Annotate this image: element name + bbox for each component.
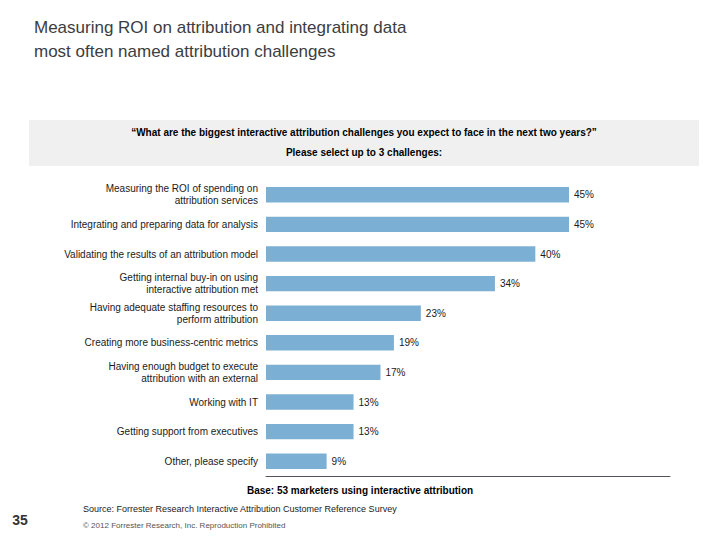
svg-text:45%: 45% xyxy=(574,219,594,230)
svg-text:Creating more business-centric: Creating more business-centric metrics xyxy=(85,337,258,348)
svg-text:35: 35 xyxy=(12,512,28,528)
svg-text:Integrating and preparing data: Integrating and preparing data for analy… xyxy=(71,219,258,230)
svg-text:perform attribution: perform attribution xyxy=(177,314,258,325)
svg-text:attribution with an external: attribution with an external xyxy=(141,373,258,384)
svg-text:Having adequate staffing resou: Having adequate staffing resources to xyxy=(90,302,259,313)
svg-text:Measuring ROI on attribution a: Measuring ROI on attribution and integra… xyxy=(34,18,407,37)
svg-text:Measuring the ROI of spending: Measuring the ROI of spending on xyxy=(106,183,258,194)
svg-text:Please select up to 3 challeng: Please select up to 3 challenges: xyxy=(286,147,442,158)
svg-text:13%: 13% xyxy=(359,426,379,437)
svg-text:Having enough budget to execut: Having enough budget to execute xyxy=(108,361,258,372)
svg-text:attribution services: attribution services xyxy=(175,195,258,206)
svg-text:© 2012 Forrester Research, Inc: © 2012 Forrester Research, Inc. Reproduc… xyxy=(83,521,285,530)
svg-text:Base: 53 marketers using inter: Base: 53 marketers using interactive att… xyxy=(247,485,473,496)
svg-text:interactive attribution met: interactive attribution met xyxy=(146,284,258,295)
svg-text:40%: 40% xyxy=(540,249,560,260)
svg-text:Getting internal buy-in on usi: Getting internal buy-in on using xyxy=(120,272,258,283)
svg-text:17%: 17% xyxy=(385,367,405,378)
svg-text:Source: Forrester Research Int: Source: Forrester Research Interactive A… xyxy=(83,504,397,514)
svg-text:Working with IT: Working with IT xyxy=(189,397,258,408)
svg-text:45%: 45% xyxy=(574,189,594,200)
svg-text:19%: 19% xyxy=(399,337,419,348)
svg-text:“What are the biggest interact: “What are the biggest interactive attrib… xyxy=(131,127,597,138)
svg-text:34%: 34% xyxy=(500,278,520,289)
svg-text:13%: 13% xyxy=(359,397,379,408)
svg-text:most often named attribution c: most often named attribution challenges xyxy=(34,42,335,61)
svg-text:9%: 9% xyxy=(332,456,347,467)
svg-text:Getting support from executive: Getting support from executives xyxy=(117,426,258,437)
svg-text:Other, please specify: Other, please specify xyxy=(165,456,258,467)
svg-text:Validating the results of an a: Validating the results of an attribution… xyxy=(64,249,258,260)
svg-text:23%: 23% xyxy=(426,308,446,319)
